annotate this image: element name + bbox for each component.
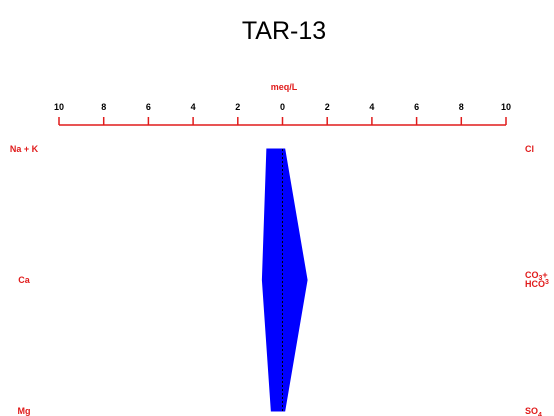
tick-label: 6 [414,102,419,112]
plot-area [261,148,308,412]
anion-label: CO3+ HCO3 [525,270,549,289]
tick-label: 4 [369,102,374,112]
cation-label: Ca [18,275,30,285]
tick-label: 10 [501,102,511,112]
anion-label: Cl [525,144,534,154]
tick-label: 8 [101,102,106,112]
tick-label: 8 [459,102,464,112]
ion-labels: Na + K Ca Mg Cl CO3+ HCO3 SO4 [10,144,549,416]
tick-label: 4 [191,102,196,112]
tick-label: 2 [325,102,330,112]
scale-axis: 10 8 6 4 2 0 2 4 6 8 10 [54,102,511,126]
anion-label: SO4 [525,406,542,416]
tick-label: 10 [54,102,64,112]
cation-label: Na + K [10,144,39,154]
scale-label: meq/L [271,82,298,92]
tick-label: 6 [146,102,151,112]
tick-label: 0 [280,102,285,112]
tick-label: 2 [235,102,240,112]
chart-title: TAR-13 [242,17,326,45]
cation-label: Mg [18,406,31,416]
stiff-polygon [261,148,308,412]
